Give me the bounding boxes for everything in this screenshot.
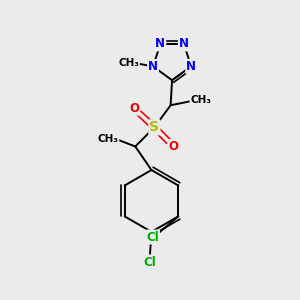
Text: N: N — [179, 38, 189, 50]
Text: N: N — [155, 38, 165, 50]
Text: CH₃: CH₃ — [118, 58, 139, 68]
Text: O: O — [129, 102, 139, 115]
Text: N: N — [186, 60, 196, 73]
Text: CH₃: CH₃ — [98, 134, 118, 143]
Text: Cl: Cl — [146, 230, 159, 244]
Text: S: S — [149, 120, 159, 134]
Text: CH₃: CH₃ — [190, 95, 212, 105]
Text: N: N — [148, 60, 158, 73]
Text: Cl: Cl — [144, 256, 156, 269]
Text: O: O — [169, 140, 178, 153]
